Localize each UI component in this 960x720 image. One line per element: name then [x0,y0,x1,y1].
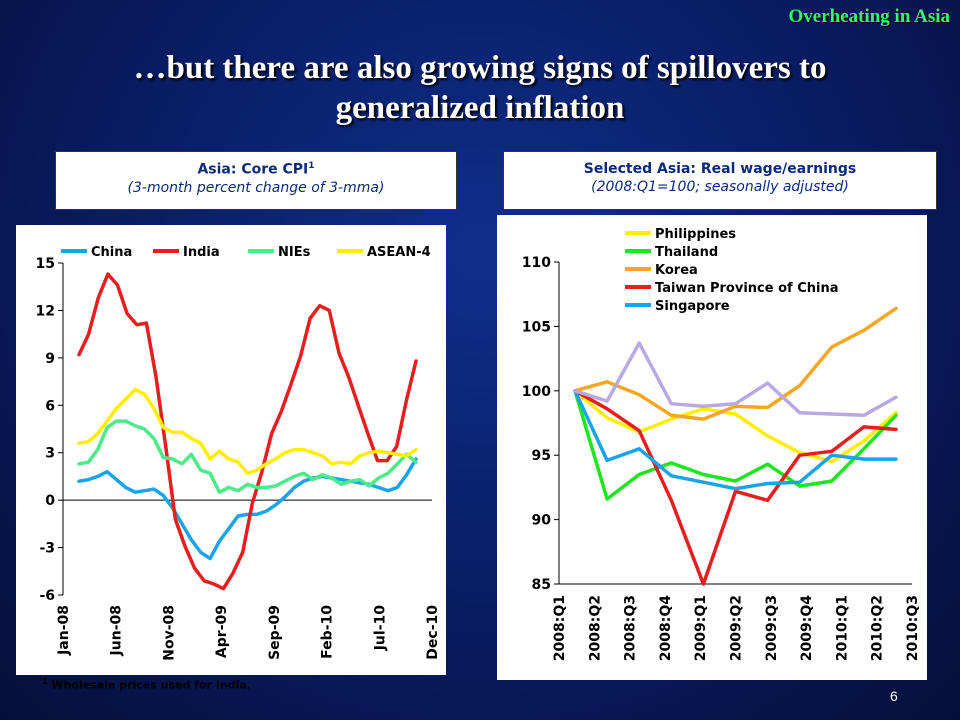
left-chart-title-box: Asia: Core CPI1 (3-month percent change … [55,151,457,210]
cpi-y-tick-label: 3 [45,446,55,462]
cpi-legend-label-india: India [183,245,220,260]
cpi-line-asean-4 [77,387,418,476]
cpi-y-tick-label: 6 [45,398,55,414]
wage-line-philippines [573,389,898,464]
cpi-x-tick-label: Nov-08 [161,605,177,661]
cpi-legend-item-india: India [153,245,220,260]
wage-x-tick-label: 2010:Q3 [905,595,921,661]
wage-y-tick-label: 90 [532,513,552,529]
right-chart-panel: 110 105 100 95 90 85 2008:Q1 2008:Q2 2008:Q3 2008… [497,215,927,680]
footnote-text: Wholesale prices used for India. [47,678,251,692]
wage-x-tick-label: 2008:Q1 [552,595,568,661]
section-label: Overheating in Asia [788,6,950,27]
left-chart-title-text: Asia: Core CPI [197,161,309,178]
cpi-legend-item-china: China [61,245,132,260]
wage-y-tick-label: 105 [522,319,551,335]
wage-x-tick-label: 2008:Q3 [623,595,639,661]
wage-legend-label-korea: Korea [655,263,698,278]
cpi-y-tick-label: -3 [39,541,55,557]
cpi-line-india [77,272,418,591]
wage-legend-item-singapore: Singapore [625,299,730,314]
cpi-x-tick-label: Feb-10 [320,605,336,659]
wage-line-korea [573,306,898,421]
cpi-legend-item-asean-4: ASEAN-4 [337,245,431,260]
cpi-y-tick-label: -6 [39,588,55,604]
left-chart-title: Asia: Core CPI1 [56,161,456,178]
wage-x-tick-label: 2009:Q1 [693,595,709,661]
right-chart-subtitle: (2008:Q1=100; seasonally adjusted) [591,179,849,195]
cpi-y-tick-label: 12 [36,303,55,319]
slide-title-line-2: generalized inflation [335,90,625,126]
wage-y-tick-label: 100 [522,384,551,400]
wage-x-tick-label: 2010:Q2 [870,595,886,661]
wage-x-tick-label: 2009:Q3 [764,595,780,661]
cpi-y-tick-label: 15 [36,256,55,272]
wage-line-series-5 [573,341,898,418]
wage-line-thailand [573,389,898,501]
left-chart-panel: 15 12 9 6 3 0 -3 -6 Jan-08 Jun-08 Nov-08 Apr-09 Sep-… [16,225,446,675]
wage-y-tick-label: 95 [532,448,551,464]
wage-legend-item-thailand: Thailand [625,245,718,260]
wage-x-tick-label: 2008:Q4 [658,595,674,661]
cpi-x-tick-label: Dec-10 [425,605,441,660]
cpi-legend-item-nies: NIEs [248,245,311,260]
cpi-x-tick-label: Jan-08 [56,605,72,656]
slide-number: 6 [890,688,898,704]
wage-legend-item-korea: Korea [625,263,698,278]
slide-title-line-1: …but there are also growing signs of spi… [133,50,827,86]
cpi-line-nies [77,419,418,494]
wage-legend-label-thailand: Thailand [655,245,718,260]
cpi-line-china [77,457,418,561]
wage-legend-label-taiwan-province-of-china: Taiwan Province of China [655,281,838,296]
cpi-x-tick-label: Jul-10 [372,605,388,652]
cpi-y-tick-label: 0 [45,493,55,509]
wage-x-tick-label: 2009:Q2 [729,595,745,661]
footnote: 1 Wholesale prices used for India. [42,677,251,692]
wage-x-tick-label: 2010:Q1 [834,595,850,661]
wage-legend-label-philippines: Philippines [655,227,736,242]
wage-y-tick-label: 85 [532,577,551,593]
wage-legend-item-taiwan-province-of-china: Taiwan Province of China [625,281,838,296]
cpi-x-tick-label: Sep-09 [267,605,283,660]
cpi-y-tick-label: 9 [45,351,55,367]
wage-legend-item-philippines: Philippines [625,227,736,242]
right-chart-title: Selected Asia: Real wage/earnings [583,161,857,177]
cpi-x-tick-label: Apr-09 [214,605,230,658]
wage-x-tick-label: 2009:Q4 [799,595,815,661]
wage-legend-label-singapore: Singapore [655,299,730,314]
cpi-legend-label-asean-4: ASEAN-4 [367,245,431,260]
right-chart-title-box: Selected Asia: Real wage/earnings (2008:… [503,151,937,210]
wage-x-tick-label: 2008:Q2 [587,595,603,661]
left-chart-subtitle: (3-month percent change of 3-mma) [127,179,385,196]
wage-line-taiwan-province-of-china [573,389,898,586]
cpi-legend-label-nies: NIEs [278,245,311,260]
left-chart-title-sup: 1 [308,161,315,171]
wage-line-singapore [573,389,898,491]
wage-y-tick-label: 110 [522,255,551,271]
cpi-legend-label-china: China [91,245,132,260]
cpi-x-tick-label: Jun-08 [109,605,125,656]
footnote-sup: 1 [42,677,48,686]
slide-title: …but there are also growing signs of spi… [40,48,920,128]
